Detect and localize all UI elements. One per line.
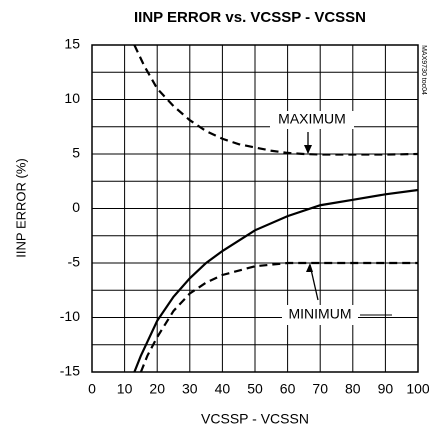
arrow-head (306, 263, 313, 272)
label-bg (282, 305, 358, 325)
y-axis-label: IINP ERROR (%) (13, 158, 28, 257)
x-tick-label: 0 (88, 381, 96, 397)
y-tick-label: -10 (60, 308, 80, 324)
x-tick-label: 100 (406, 381, 429, 397)
y-tick-label: -5 (68, 254, 81, 270)
y-tick-label: -15 (60, 363, 80, 379)
side-note: MAX9730 toc04 (420, 45, 427, 95)
x-tick-label: 30 (182, 381, 198, 397)
x-tick-label: 10 (117, 381, 133, 397)
annotation: MINIMUM (289, 306, 352, 322)
x-tick-label: 50 (247, 381, 263, 397)
line (133, 45, 418, 156)
arrow-head (304, 145, 312, 154)
x-tick-label: 40 (215, 381, 231, 397)
chart-title: IINP ERROR vs. VCSSP - VCSSN (134, 9, 366, 26)
x-tick-label: 70 (312, 381, 328, 397)
x-axis-label: VCSSP - VCSSN (201, 411, 309, 427)
line (133, 188, 418, 372)
y-tick-label: 10 (64, 90, 80, 106)
plot-frame (91, 44, 419, 373)
x-tick-label: 60 (280, 381, 296, 397)
x-tick-label: 80 (345, 381, 361, 397)
line (139, 261, 418, 372)
label-bg (270, 111, 354, 129)
y-tick-label: 15 (64, 36, 80, 52)
annotation: MAXIMUM (278, 111, 346, 127)
y-tick-label: 0 (72, 199, 80, 215)
x-tick-label: 20 (149, 381, 165, 397)
x-tick-label: 90 (378, 381, 394, 397)
y-tick-label: 5 (72, 145, 80, 161)
